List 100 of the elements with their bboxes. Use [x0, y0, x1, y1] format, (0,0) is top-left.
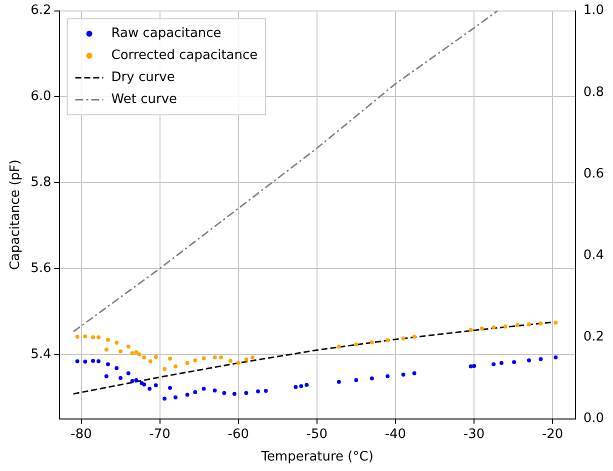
point	[106, 338, 110, 342]
point	[412, 371, 416, 376]
point	[354, 378, 358, 382]
point	[222, 391, 226, 396]
point	[83, 360, 88, 364]
y2-tick-label: 0.8	[583, 84, 604, 100]
y-tick-label: 5.8	[30, 174, 52, 190]
legend-label: Raw capacitance	[111, 26, 222, 42]
point	[472, 364, 476, 368]
x-tick-label: -70	[149, 426, 170, 442]
point	[130, 379, 134, 384]
point	[370, 376, 374, 380]
legend-label: Corrected capacitance	[111, 48, 258, 64]
point	[148, 359, 152, 364]
point	[75, 359, 80, 364]
legend-label: Wet curve	[111, 92, 178, 108]
point	[412, 334, 416, 339]
point	[134, 378, 138, 382]
point	[538, 357, 543, 362]
point	[106, 362, 110, 366]
y-axis-title: Capacitance (pF)	[8, 160, 24, 270]
y-tick-label: 6.0	[30, 89, 52, 104]
point	[162, 396, 167, 401]
x-tick-label: -80	[70, 426, 92, 442]
point	[212, 355, 217, 360]
point	[228, 358, 233, 363]
point	[104, 348, 108, 352]
point	[174, 364, 178, 368]
point	[503, 324, 508, 328]
point	[174, 395, 178, 400]
point	[142, 355, 146, 360]
point	[91, 335, 96, 340]
y2-tick-label: 1.0	[583, 3, 604, 18]
point	[299, 384, 304, 388]
point	[401, 372, 406, 377]
point	[386, 338, 390, 342]
point	[526, 322, 531, 326]
y2-tick-label: 0.6	[583, 166, 604, 182]
point	[137, 352, 142, 356]
point	[75, 334, 80, 339]
point	[154, 354, 158, 359]
point	[304, 382, 309, 387]
point	[294, 385, 298, 390]
point	[114, 340, 119, 345]
point	[162, 366, 167, 371]
point	[202, 386, 206, 391]
point	[480, 326, 484, 331]
point	[185, 360, 190, 365]
point	[386, 374, 390, 378]
y2-tick-label: 0.4	[583, 248, 604, 263]
point	[168, 386, 172, 390]
point	[236, 360, 240, 365]
point	[515, 323, 520, 328]
point	[130, 351, 134, 356]
point	[202, 356, 206, 360]
y2-tick-label: 0.2	[583, 330, 604, 345]
point	[154, 383, 158, 388]
x-tick-label: -50	[306, 426, 328, 442]
point	[499, 360, 504, 365]
point	[554, 320, 558, 325]
point	[114, 366, 119, 370]
x-tick-label: -30	[463, 426, 485, 442]
point	[219, 355, 224, 360]
point	[526, 358, 531, 362]
y2-tick-label: 0.0	[583, 411, 604, 426]
legend-label: Dry curve	[111, 70, 175, 86]
point	[468, 328, 473, 332]
point	[83, 334, 88, 338]
point	[118, 349, 123, 354]
point	[492, 362, 496, 366]
point	[91, 358, 96, 363]
y-tick-label: 5.4	[30, 346, 52, 362]
x-tick-label: -40	[384, 426, 406, 442]
x-axis-title: Temperature (°C)	[260, 450, 374, 465]
point	[336, 344, 341, 349]
point	[250, 355, 254, 360]
point	[168, 356, 172, 361]
point	[244, 391, 248, 396]
point	[554, 355, 558, 360]
y-tick-label: 6.2	[30, 3, 52, 18]
point	[118, 376, 123, 380]
point	[96, 335, 101, 340]
point	[401, 336, 406, 340]
point	[134, 350, 138, 354]
point	[104, 374, 108, 378]
point	[232, 392, 236, 396]
point	[244, 358, 248, 362]
x-tick-label: -60	[228, 426, 249, 442]
point	[492, 325, 496, 330]
point	[256, 389, 260, 394]
point	[140, 381, 144, 386]
point	[193, 390, 198, 394]
line-series	[72, 10, 498, 332]
x-tick-label: -20	[542, 426, 564, 442]
point	[212, 388, 217, 392]
point	[148, 386, 152, 391]
y-tick-label: 5.6	[30, 260, 52, 276]
point	[96, 359, 101, 364]
point	[354, 342, 358, 346]
point	[336, 380, 341, 384]
